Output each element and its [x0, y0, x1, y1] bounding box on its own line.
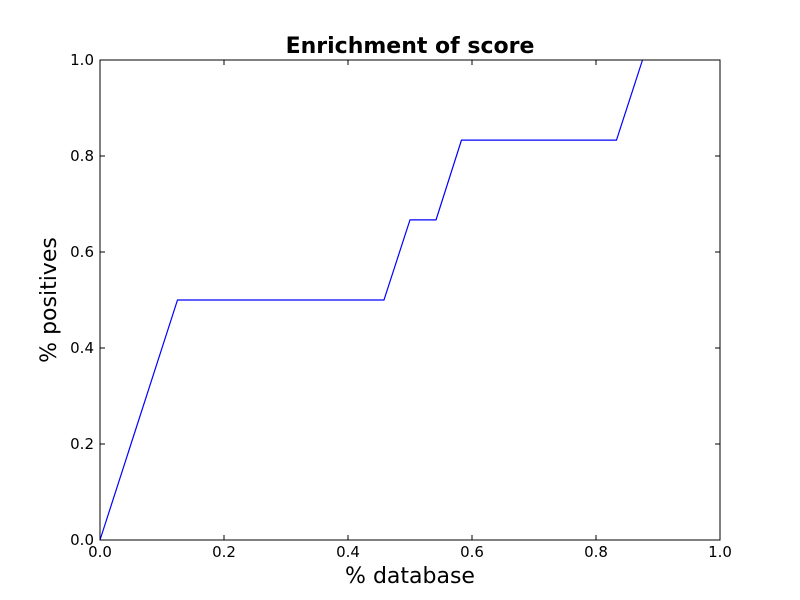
x-tick-label: 0.6 [460, 543, 484, 561]
y-tick-label: 0.8 [70, 147, 94, 165]
x-tick-label: 0.8 [584, 543, 608, 561]
x-axis-label: % database [345, 564, 475, 589]
series-line-0 [99, 59, 644, 541]
x-tick-label: 0.4 [336, 543, 360, 561]
plot-area [99, 59, 644, 541]
y-axis-label: % positives [37, 237, 62, 363]
y-axis-ticks: 0.0 0.2 0.4 0.6 0.8 1.0 [70, 51, 720, 549]
x-tick-label: 0.2 [212, 543, 236, 561]
x-tick-label: 0.0 [88, 543, 112, 561]
y-tick-label: 0.2 [70, 435, 94, 453]
y-tick-label: 0.6 [70, 243, 94, 261]
y-tick-label: 0.4 [70, 339, 94, 357]
y-tick-label: 0.0 [70, 531, 94, 549]
plot-frame [99, 59, 721, 541]
x-axis-ticks: 0.0 0.2 0.4 0.6 0.8 1.0 [88, 60, 732, 561]
x-tick-label: 1.0 [708, 543, 732, 561]
chart-title: Enrichment of score [286, 34, 535, 59]
y-tick-label: 1.0 [70, 51, 94, 69]
